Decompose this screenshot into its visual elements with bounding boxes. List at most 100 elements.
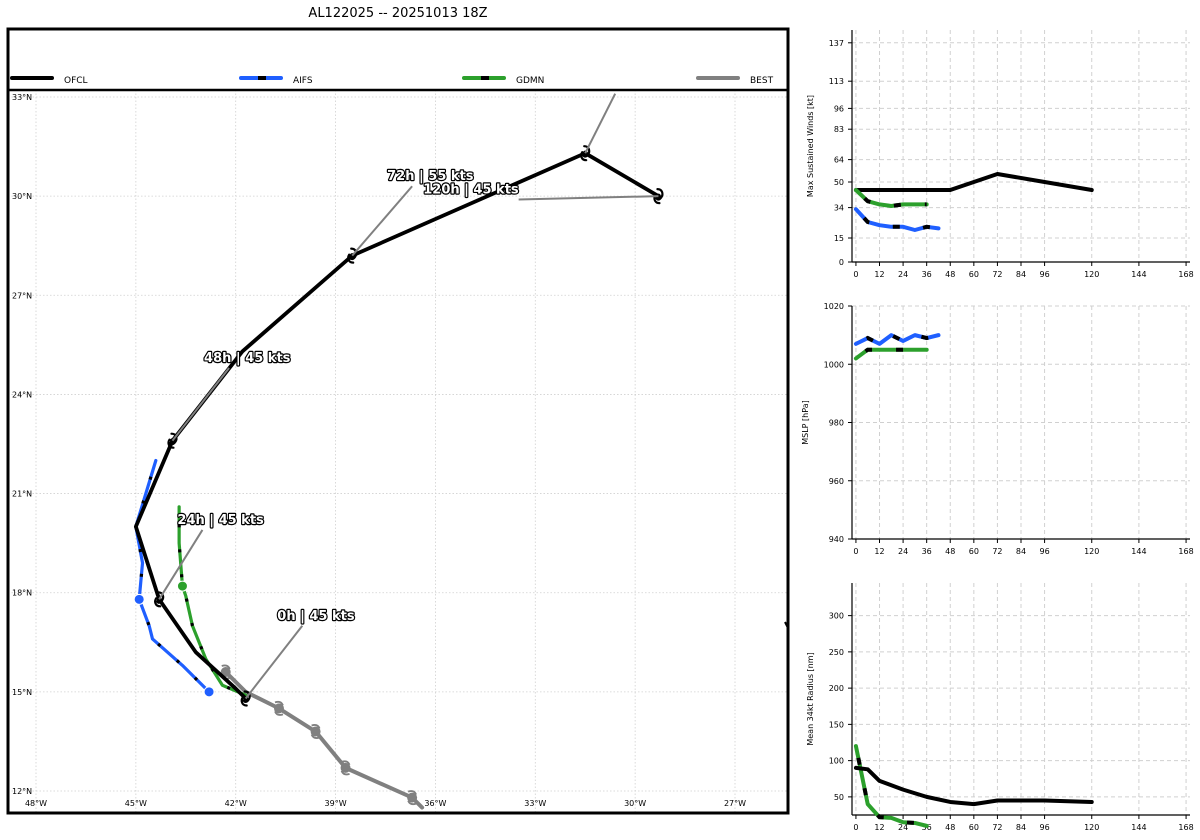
storm-symbol-stroke bbox=[154, 591, 165, 608]
y-tick-label: 50 bbox=[834, 178, 844, 187]
track-gdmn-dash bbox=[177, 506, 247, 697]
x-tick-label: 12 bbox=[874, 270, 884, 279]
best-track-marker-arms bbox=[407, 790, 417, 806]
x-tick-label: 0 bbox=[853, 823, 858, 832]
y-axis-label: MSLP [hPa] bbox=[801, 400, 810, 444]
x-tick-label: 12 bbox=[874, 547, 884, 556]
track-map: 48°W 45°W 42°W 39°W 36°W 33°W 30°W 27°W 12°N 15°N… bbox=[6, 27, 790, 815]
lon-tick-label: 48°W bbox=[25, 799, 47, 808]
lat-tick-label: 24°N bbox=[12, 390, 32, 399]
best-track-marker bbox=[407, 792, 418, 803]
legend-label-ofcl: OFCL bbox=[64, 76, 88, 86]
series-ofcl bbox=[853, 765, 1094, 807]
best-track-marker bbox=[273, 703, 284, 714]
x-tick-label: 72 bbox=[992, 823, 1002, 832]
series-aifs-dash bbox=[854, 207, 939, 233]
y-tick-label: 100 bbox=[829, 757, 844, 766]
aifs-marker bbox=[203, 686, 215, 698]
map-annotations: 0h | 45 kts 24h | 45 kts 48h | 45 kts 72h |… bbox=[158, 93, 659, 700]
lat-tick-label: 15°N bbox=[12, 688, 32, 697]
series-ofcl bbox=[853, 172, 1094, 192]
x-tick-label: 72 bbox=[992, 270, 1002, 279]
legend-label-best: BEST bbox=[750, 76, 774, 86]
lat-tick-label: 18°N bbox=[12, 589, 32, 598]
y-tick-label: 300 bbox=[829, 612, 844, 621]
x-tick-label: 168 bbox=[1178, 823, 1193, 832]
best-track-marker-arms bbox=[274, 700, 284, 716]
x-tick-label: 60 bbox=[969, 823, 979, 832]
lon-tick-label: 42°W bbox=[225, 799, 247, 808]
legend-label-aifs: AIFS bbox=[293, 76, 313, 86]
y-axis-label: Max Sustained Winds [kt] bbox=[806, 95, 815, 197]
x-tick-label: 144 bbox=[1131, 270, 1146, 279]
lon-tick-label: 27°W bbox=[724, 799, 746, 808]
figure-title: AL122025 -- 20251013 18Z bbox=[308, 6, 487, 21]
lon-tick-label: 33°W bbox=[524, 799, 546, 808]
x-tick-label: 120 bbox=[1084, 270, 1099, 279]
y-tick-label: 940 bbox=[829, 535, 844, 544]
y-tick-label: 250 bbox=[829, 648, 844, 657]
y-tick-label: 96 bbox=[834, 104, 844, 113]
legend-label-gdmn: GDMN bbox=[516, 76, 544, 86]
x-tick-label: 84 bbox=[1016, 270, 1026, 279]
x-tick-label: 60 bbox=[969, 547, 979, 556]
y-tick-label: 1000 bbox=[824, 360, 844, 369]
aifs-marker bbox=[133, 593, 145, 605]
annotation-leader bbox=[244, 625, 304, 700]
x-tick-label: 96 bbox=[1039, 270, 1049, 279]
x-tick-label: 144 bbox=[1131, 547, 1146, 556]
annotation-leader bbox=[584, 93, 617, 154]
annotation-leader bbox=[158, 529, 204, 600]
x-tick-label: 120 bbox=[1084, 823, 1099, 832]
storm-symbol-stroke bbox=[347, 247, 358, 264]
series-gdmn-dash bbox=[854, 188, 927, 209]
gdmn-marker bbox=[176, 580, 188, 592]
x-tick-label: 0 bbox=[853, 270, 858, 279]
best-track-marker-arms bbox=[340, 760, 351, 776]
x-tick-label: 48 bbox=[945, 547, 955, 556]
lat-tick-label: 30°N bbox=[12, 192, 32, 201]
x-tick-label: 48 bbox=[945, 823, 955, 832]
x-tick-label: 48 bbox=[945, 270, 955, 279]
x-tick-label: 120 bbox=[1084, 547, 1099, 556]
x-tick-label: 60 bbox=[969, 270, 979, 279]
track-aifs-dash bbox=[134, 460, 211, 693]
x-tick-label: 168 bbox=[1178, 547, 1193, 556]
x-tick-label: 36 bbox=[922, 547, 932, 556]
map-gridlines bbox=[8, 90, 788, 813]
x-tick-label: 0 bbox=[853, 547, 858, 556]
best-track-marker bbox=[220, 667, 231, 678]
lon-tick-label: 39°W bbox=[325, 799, 347, 808]
forecast-label: 24h | 45 kts bbox=[177, 513, 264, 528]
y-tick-label: 960 bbox=[829, 477, 844, 486]
lat-tick-label: 27°N bbox=[12, 291, 32, 300]
legend: OFCL AIFS GDMN BEST bbox=[6, 27, 790, 92]
lon-tick-label: 45°W bbox=[125, 799, 147, 808]
radius-panel: 0 12 24 36 48 60 72 84 96 120 144 16850100150200250… bbox=[806, 583, 1194, 832]
annotation-leader bbox=[351, 185, 413, 257]
x-tick-label: 168 bbox=[1178, 270, 1193, 279]
annotation-leader bbox=[171, 367, 230, 442]
wind-panel: 0 12 24 36 48 60 72 84 96 120 144 168 0 15 34 50 64 83 96 1… bbox=[806, 30, 1194, 279]
map-tick-labels: 48°W 45°W 42°W 39°W 36°W 33°W 30°W 27°W 12°N 15°N… bbox=[12, 93, 746, 808]
y-tick-label: 137 bbox=[829, 39, 844, 48]
x-tick-label: 24 bbox=[898, 547, 908, 556]
annotation-leader bbox=[518, 195, 659, 201]
map-tracks bbox=[133, 145, 788, 810]
x-tick-label: 84 bbox=[1016, 823, 1026, 832]
x-tick-label: 96 bbox=[1039, 547, 1049, 556]
best-track-marker bbox=[310, 726, 321, 737]
lat-tick-label: 21°N bbox=[12, 490, 32, 499]
lon-tick-label: 36°W bbox=[424, 799, 446, 808]
x-tick-label: 144 bbox=[1131, 823, 1146, 832]
y-tick-label: 34 bbox=[834, 204, 844, 213]
forecast-label: 72h | 55 kts bbox=[387, 169, 474, 184]
mslp-panel: 0 12 24 36 48 60 72 84 96 120 144 168 940 960 980 1000 1… bbox=[801, 302, 1194, 556]
best-track-marker bbox=[340, 762, 351, 773]
x-tick-label: 36 bbox=[922, 270, 932, 279]
series-aifs-dash bbox=[855, 332, 939, 347]
storm-symbol-stroke bbox=[167, 432, 178, 449]
lat-tick-label: 33°N bbox=[12, 93, 32, 102]
y-tick-label: 83 bbox=[834, 125, 844, 134]
